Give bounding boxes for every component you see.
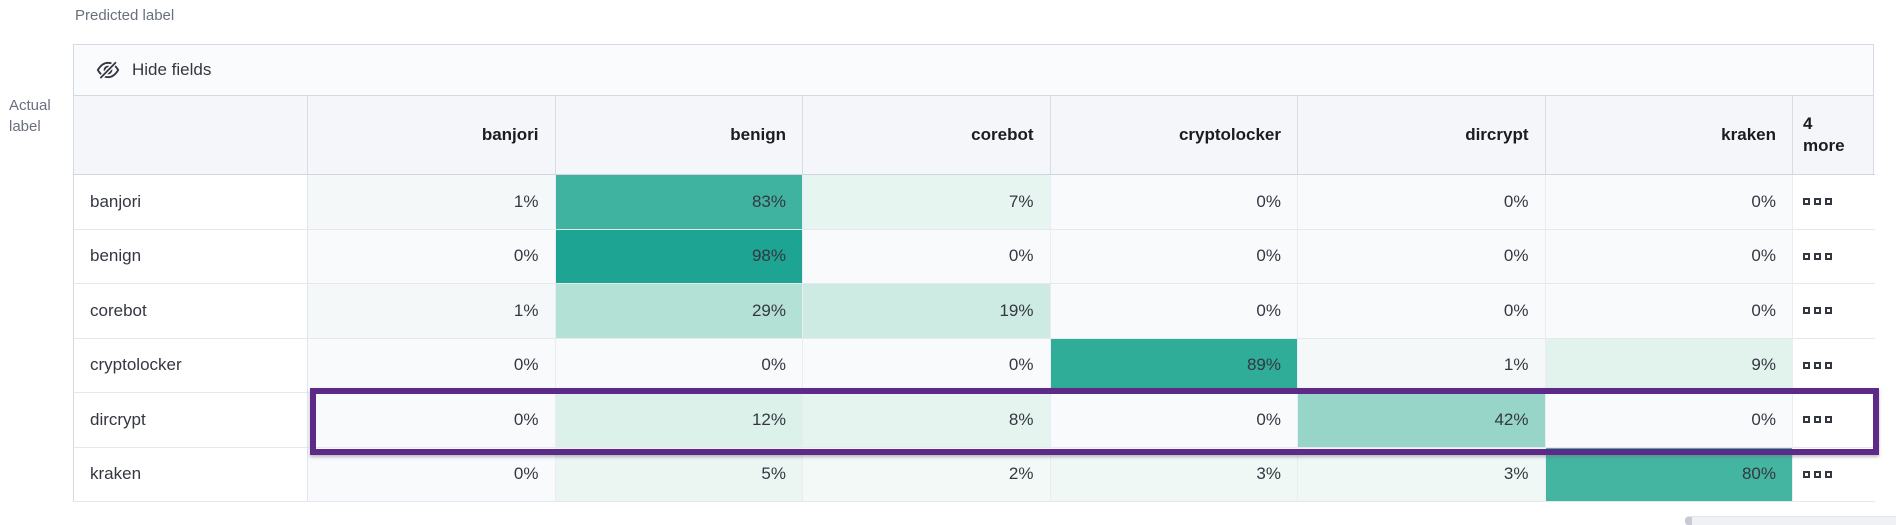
header-row: banjori benign corebot cryptolocker dirc… bbox=[74, 96, 1875, 175]
matrix-cell[interactable]: 98% bbox=[555, 229, 803, 284]
row-actions-button[interactable] bbox=[1793, 447, 1875, 502]
hide-fields-label: Hide fields bbox=[132, 60, 212, 79]
matrix-cell[interactable]: 0% bbox=[308, 393, 556, 448]
matrix-cell[interactable]: 7% bbox=[803, 175, 1051, 230]
matrix-cell[interactable]: 3% bbox=[1298, 447, 1546, 502]
matrix-cell[interactable]: 0% bbox=[308, 447, 556, 502]
boxes-horizontal-icon bbox=[1803, 307, 1832, 315]
matrix-cell[interactable]: 0% bbox=[1545, 284, 1793, 339]
boxes-horizontal-icon bbox=[1803, 416, 1832, 424]
actual-label-line2: label bbox=[9, 118, 41, 135]
row-actions-button[interactable] bbox=[1793, 393, 1875, 448]
table-row-dircrypt: dircrypt 0% 12% 8% 0% 42% 0% bbox=[74, 393, 1875, 448]
row-actions-button[interactable] bbox=[1793, 338, 1875, 393]
boxes-horizontal-icon bbox=[1803, 198, 1832, 206]
matrix-cell[interactable]: 2% bbox=[803, 447, 1051, 502]
matrix-cell[interactable]: 0% bbox=[1298, 284, 1546, 339]
matrix-cell[interactable]: 89% bbox=[1050, 338, 1298, 393]
actual-label-line1: Actual bbox=[9, 97, 51, 114]
matrix-cell[interactable]: 0% bbox=[308, 338, 556, 393]
matrix-cell[interactable]: 0% bbox=[1050, 175, 1298, 230]
matrix-cell[interactable]: 5% bbox=[555, 447, 803, 502]
column-header-banjori[interactable]: banjori bbox=[308, 96, 556, 175]
row-label: cryptolocker bbox=[74, 338, 308, 393]
confusion-matrix-table: Hide fields banjori benign corebot crypt… bbox=[73, 44, 1879, 502]
matrix-cell[interactable]: 0% bbox=[803, 338, 1051, 393]
table-row-cryptolocker: cryptolocker 0% 0% 0% 89% 1% 9% bbox=[74, 338, 1875, 393]
matrix-cell[interactable]: 0% bbox=[803, 229, 1051, 284]
boxes-horizontal-icon bbox=[1803, 252, 1832, 260]
matrix-cell[interactable]: 83% bbox=[555, 175, 803, 230]
matrix-cell[interactable]: 9% bbox=[1545, 338, 1793, 393]
column-header-benign[interactable]: benign bbox=[555, 96, 803, 175]
column-header-more[interactable]: 4 more bbox=[1793, 96, 1875, 175]
horizontal-scrollbar[interactable] bbox=[1685, 516, 1896, 525]
column-header-corebot[interactable]: corebot bbox=[803, 96, 1051, 175]
matrix-cell[interactable]: 0% bbox=[1298, 175, 1546, 230]
matrix-cell[interactable]: 1% bbox=[1298, 338, 1546, 393]
table-row-corebot: corebot 1% 29% 19% 0% 0% 0% bbox=[74, 284, 1875, 339]
hide-fields-button[interactable]: Hide fields bbox=[74, 45, 1873, 96]
boxes-horizontal-icon bbox=[1803, 361, 1832, 369]
row-label: dircrypt bbox=[74, 393, 308, 448]
matrix-cell[interactable]: 19% bbox=[803, 284, 1051, 339]
matrix-cell[interactable]: 8% bbox=[803, 393, 1051, 448]
more-columns-count: 4 bbox=[1803, 114, 1813, 133]
matrix-cell[interactable]: 1% bbox=[308, 284, 556, 339]
matrix-cell[interactable]: 0% bbox=[1298, 229, 1546, 284]
predicted-label: Predicted label bbox=[75, 7, 175, 24]
actual-label: Actual label bbox=[9, 95, 51, 137]
matrix-cell[interactable]: 1% bbox=[308, 175, 556, 230]
scrollbar-thumb[interactable] bbox=[1685, 517, 1692, 525]
column-header-kraken[interactable]: kraken bbox=[1545, 96, 1793, 175]
corner-header-cell bbox=[74, 96, 308, 175]
row-label: corebot bbox=[74, 284, 308, 339]
row-actions-button[interactable] bbox=[1793, 284, 1875, 339]
matrix-cell[interactable]: 3% bbox=[1050, 447, 1298, 502]
boxes-horizontal-icon bbox=[1803, 470, 1832, 478]
column-header-dircrypt[interactable]: dircrypt bbox=[1298, 96, 1546, 175]
table-row-benign: benign 0% 98% 0% 0% 0% 0% bbox=[74, 229, 1875, 284]
row-label: banjori bbox=[74, 175, 308, 230]
matrix-cell[interactable]: 0% bbox=[1545, 229, 1793, 284]
matrix-cell[interactable]: 0% bbox=[555, 338, 803, 393]
row-label: kraken bbox=[74, 447, 308, 502]
row-label: benign bbox=[74, 229, 308, 284]
matrix-cell[interactable]: 12% bbox=[555, 393, 803, 448]
eye-closed-icon bbox=[96, 60, 120, 81]
matrix-cell[interactable]: 0% bbox=[1050, 284, 1298, 339]
table-row-banjori: banjori 1% 83% 7% 0% 0% 0% bbox=[74, 175, 1875, 230]
matrix-cell[interactable]: 0% bbox=[1050, 393, 1298, 448]
matrix-cell[interactable]: 29% bbox=[555, 284, 803, 339]
matrix-cell[interactable]: 80% bbox=[1545, 447, 1793, 502]
matrix-cell[interactable]: 0% bbox=[308, 229, 556, 284]
matrix-cell[interactable]: 0% bbox=[1545, 175, 1793, 230]
table-row-kraken: kraken 0% 5% 2% 3% 3% 80% bbox=[74, 447, 1875, 502]
matrix-cell[interactable]: 0% bbox=[1050, 229, 1298, 284]
column-header-cryptolocker[interactable]: cryptolocker bbox=[1050, 96, 1298, 175]
more-columns-label: more bbox=[1803, 136, 1845, 155]
matrix-cell[interactable]: 42% bbox=[1298, 393, 1546, 448]
row-actions-button[interactable] bbox=[1793, 175, 1875, 230]
row-actions-button[interactable] bbox=[1793, 229, 1875, 284]
matrix-cell[interactable]: 0% bbox=[1545, 393, 1793, 448]
